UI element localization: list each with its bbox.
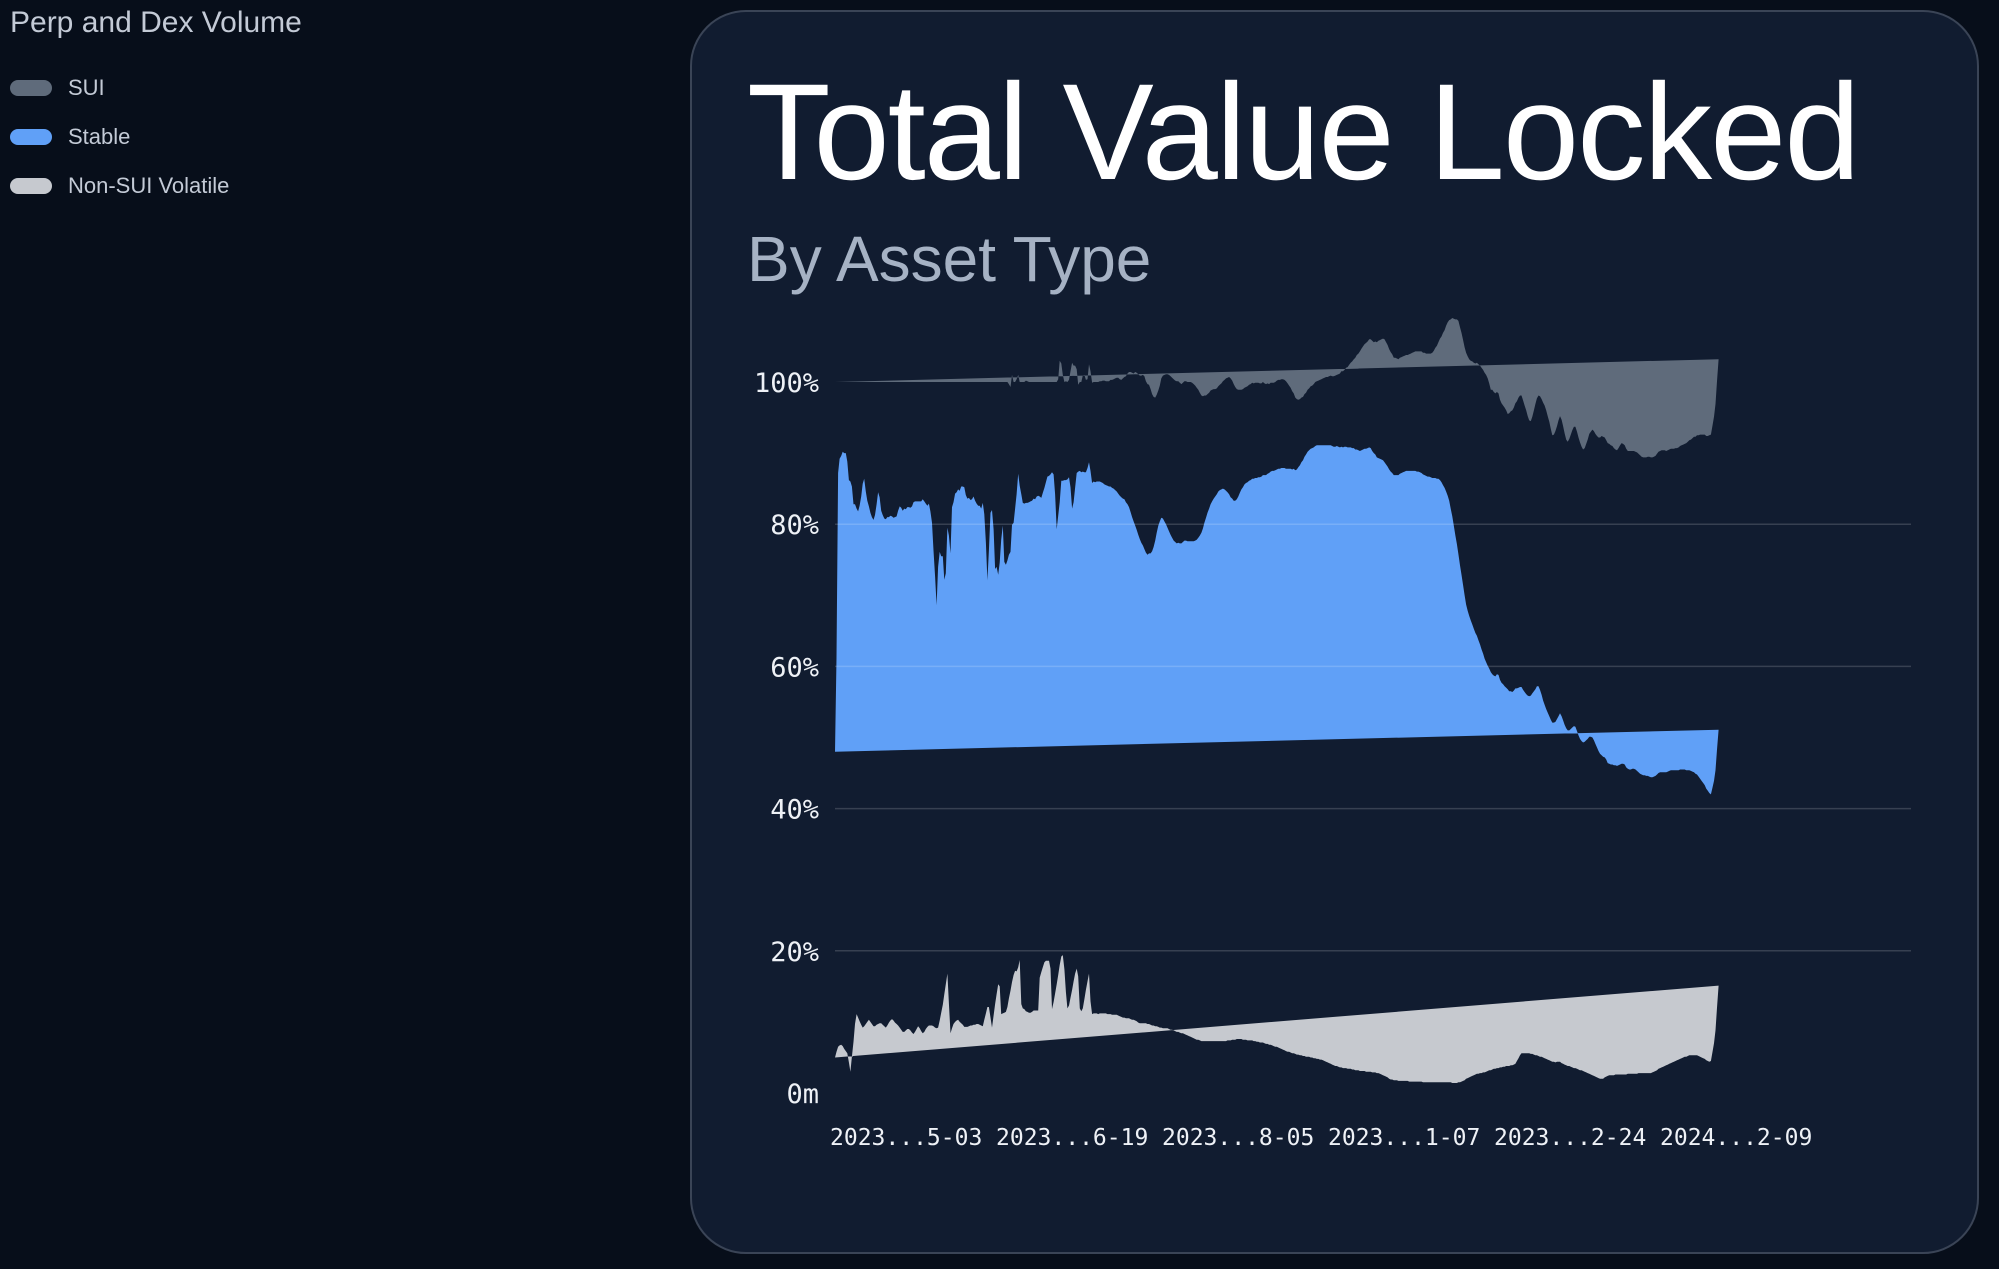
- series-area-sui: [835, 318, 1719, 458]
- legend-swatch: [10, 128, 52, 145]
- x-tick-label: 2023...6-19: [996, 1125, 1148, 1151]
- legend-item[interactable]: Non-SUI Volatile: [10, 161, 302, 210]
- legend-label: Non-SUI Volatile: [68, 172, 230, 198]
- legend-items: SUI Stable Non-SUI Volatile: [10, 63, 302, 210]
- series-area-stable: [835, 445, 1719, 795]
- y-tick-label: 80%: [770, 510, 819, 541]
- tvl-card: Total Value Locked By Asset Type 0m 20% 40…: [690, 10, 1979, 1254]
- card-subtitle: By Asset Type: [747, 223, 1152, 295]
- y-tick-label: 20%: [770, 937, 819, 968]
- x-tick-label: 2023...1-07: [1328, 1125, 1480, 1151]
- y-tick-label: 60%: [770, 652, 819, 683]
- x-tick-label: 2023...5-03: [830, 1125, 982, 1151]
- y-tick-label: 100%: [754, 368, 819, 399]
- legend: Perp and Dex Volume SUI Stable Non-SUI Vol…: [10, 6, 302, 210]
- legend-item[interactable]: SUI: [10, 63, 302, 112]
- card-title: Total Value Locked: [747, 56, 1861, 209]
- series-area-non-sui-volatile: [835, 955, 1719, 1083]
- x-tick-label: 2023...2-24: [1494, 1125, 1646, 1151]
- y-tick-label: 0m: [786, 1079, 819, 1110]
- legend-label: Stable: [68, 123, 131, 149]
- tvl-area-chart: 0m 20% 40% 60% 80% 100% 2023...5-03 2023...6-19…: [754, 318, 1911, 1151]
- legend-swatch: [10, 79, 52, 96]
- y-tick-label: 40%: [770, 795, 819, 826]
- legend-title: Perp and Dex Volume: [10, 6, 302, 39]
- legend-item[interactable]: Stable: [10, 112, 302, 161]
- legend-label: SUI: [68, 74, 105, 100]
- x-tick-label: 2024...2-09: [1660, 1125, 1812, 1151]
- x-tick-label: 2023...8-05: [1162, 1125, 1314, 1151]
- legend-swatch: [10, 177, 52, 194]
